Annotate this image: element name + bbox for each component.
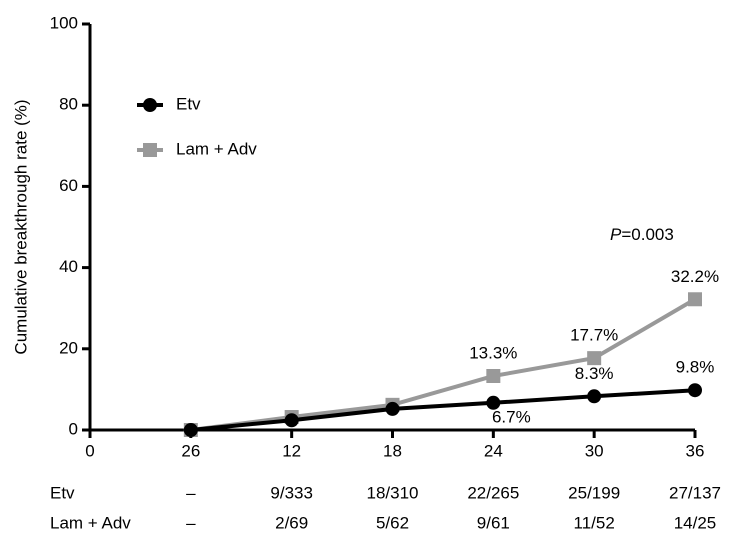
marker xyxy=(688,383,702,398)
table-row-label: Lam + Adv xyxy=(50,513,131,532)
legend-marker xyxy=(143,98,157,112)
x-tick-label: 18 xyxy=(383,441,402,460)
marker xyxy=(587,389,602,404)
annotation-text: =0.003 xyxy=(621,225,673,244)
y-tick-label: 100 xyxy=(50,13,78,32)
series-line xyxy=(190,388,696,432)
x-tick-label: 0 xyxy=(85,441,94,460)
table-cell: 2/69 xyxy=(275,513,308,532)
table-cell: 11/52 xyxy=(574,513,615,532)
marker xyxy=(688,292,702,307)
table-row-label: Etv xyxy=(50,483,75,502)
annotation-italic: P xyxy=(610,225,622,244)
table-cell: – xyxy=(186,513,196,532)
legend-marker xyxy=(143,143,157,157)
x-tick-label: 24 xyxy=(484,441,503,460)
y-tick-label: 40 xyxy=(59,257,78,276)
value-label: 13.3% xyxy=(469,343,517,362)
legend-label: Lam + Adv xyxy=(176,139,257,158)
y-tick-label: 80 xyxy=(59,95,78,114)
marker xyxy=(385,401,400,416)
table-cell: 14/25 xyxy=(674,513,717,532)
legend-label: Etv xyxy=(176,94,201,113)
marker xyxy=(284,413,299,428)
value-label: 32.2% xyxy=(671,267,719,286)
value-label: 8.3% xyxy=(575,364,614,383)
table-cell: 18/310 xyxy=(367,483,419,502)
marker xyxy=(486,369,501,384)
x-tick-label: 26 xyxy=(181,441,200,460)
x-tick-label: 12 xyxy=(282,441,301,460)
marker xyxy=(486,395,501,410)
x-tick-label: 36 xyxy=(686,441,705,460)
y-tick-label: 20 xyxy=(59,338,78,357)
value-label: 9.8% xyxy=(676,358,715,377)
y-tick-label: 0 xyxy=(69,419,78,438)
y-axis-label: Cumulative breakthrough rate (%) xyxy=(11,99,30,354)
table-cell: 27/137 xyxy=(669,483,721,502)
table-cell: 22/265 xyxy=(467,483,519,502)
marker xyxy=(183,423,198,437)
series-line xyxy=(190,297,697,432)
table-cell: 5/62 xyxy=(376,513,409,532)
table-cell: – xyxy=(186,483,196,502)
x-tick-label: 30 xyxy=(585,441,604,460)
annotation: P=0.003 xyxy=(610,225,674,244)
value-label: 6.7% xyxy=(492,407,531,426)
table-cell: 9/333 xyxy=(270,483,313,502)
y-tick-label: 60 xyxy=(59,176,78,195)
table-cell: 9/61 xyxy=(477,513,510,532)
table-cell: 25/199 xyxy=(568,483,620,502)
value-label: 17.7% xyxy=(570,326,618,345)
marker xyxy=(587,351,602,366)
